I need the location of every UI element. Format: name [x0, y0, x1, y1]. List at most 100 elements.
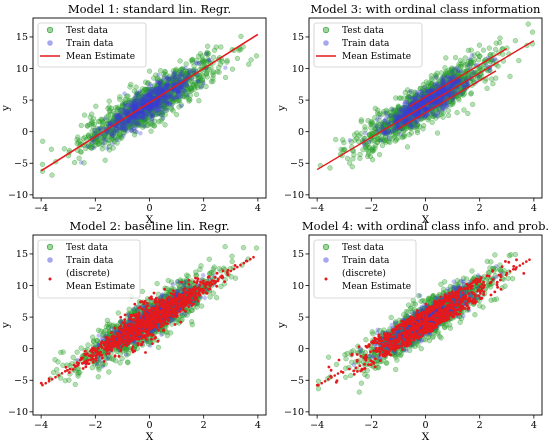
train-point — [441, 89, 446, 94]
test-point — [128, 125, 134, 131]
train-point — [117, 123, 122, 128]
test-point — [155, 344, 162, 351]
test-point — [476, 42, 483, 48]
train-point — [117, 107, 123, 112]
train-point — [141, 108, 147, 113]
y-axis-label: y — [0, 105, 12, 112]
train-point — [431, 111, 436, 117]
train-point — [154, 101, 159, 107]
train-point — [119, 114, 124, 120]
test-point — [95, 374, 101, 380]
test-point — [167, 330, 174, 336]
test-point — [393, 95, 399, 101]
train-point — [404, 108, 409, 114]
test-point — [370, 120, 376, 126]
train-point — [156, 89, 161, 95]
train-point — [456, 77, 461, 83]
mean-estimate-band — [316, 40, 535, 171]
train-point — [466, 62, 471, 68]
train-point — [150, 91, 155, 96]
train-point — [140, 99, 145, 104]
train-point — [415, 110, 420, 116]
train-point — [140, 115, 145, 120]
train-point — [134, 99, 139, 104]
train-point — [430, 86, 435, 91]
train-point — [140, 97, 145, 102]
x-tick-label: −4 — [34, 203, 48, 214]
train-point — [386, 120, 391, 125]
test-point — [210, 269, 217, 275]
test-point — [198, 303, 205, 309]
train-point — [441, 87, 446, 92]
train-point — [132, 120, 137, 126]
train-point — [163, 84, 169, 89]
train-point — [406, 106, 411, 111]
train-point — [461, 84, 466, 90]
train-point — [419, 94, 424, 99]
test-point — [153, 72, 159, 78]
train-point — [421, 91, 426, 96]
train-point — [183, 65, 188, 71]
train-point — [161, 87, 166, 92]
test-point — [88, 145, 94, 151]
train-point — [154, 101, 160, 106]
train-point — [410, 105, 415, 111]
test-point — [71, 159, 78, 166]
test-point — [433, 107, 440, 114]
test-point — [92, 127, 98, 134]
train-point — [175, 95, 180, 100]
train-point — [129, 104, 135, 110]
train-point — [428, 96, 434, 101]
test-point — [102, 157, 108, 163]
test-point — [184, 272, 190, 278]
train-point — [449, 82, 455, 87]
train-point — [138, 97, 143, 103]
train-point — [414, 110, 420, 116]
test-point — [489, 76, 495, 82]
train-point — [165, 81, 170, 87]
train-point — [155, 107, 161, 113]
train-point — [128, 104, 134, 110]
train-point — [134, 115, 140, 120]
train-point — [123, 103, 128, 109]
test-point — [493, 40, 499, 46]
train-point — [402, 102, 407, 107]
legend-train-marker — [47, 40, 53, 46]
train-point — [142, 97, 148, 102]
train-point — [148, 82, 153, 87]
train-point — [439, 89, 445, 95]
test-point — [52, 357, 58, 363]
test-point — [211, 47, 218, 53]
test-point — [114, 140, 120, 146]
train-point — [116, 116, 121, 122]
train-point — [148, 89, 153, 94]
train-point — [435, 100, 440, 105]
test-point — [131, 132, 138, 138]
train-point — [156, 72, 161, 78]
train-point — [432, 92, 438, 98]
train-point — [442, 88, 447, 94]
test-point — [144, 80, 151, 87]
train-point — [450, 74, 455, 79]
test-point — [234, 55, 241, 62]
train-point — [174, 87, 179, 93]
train-point — [147, 91, 152, 97]
test-point — [362, 124, 368, 130]
train-point — [140, 111, 146, 117]
train-point — [419, 100, 424, 106]
train-point — [170, 88, 175, 94]
train-point — [116, 126, 122, 131]
test-point — [442, 65, 448, 71]
test-point — [116, 134, 122, 140]
train-point — [131, 114, 136, 119]
train-point — [476, 74, 481, 79]
train-point — [131, 104, 136, 109]
test-point — [126, 98, 133, 104]
train-point — [129, 127, 134, 132]
train-point — [130, 102, 135, 107]
train-point — [403, 99, 408, 105]
train-point — [176, 88, 181, 93]
mean-estimate-line — [40, 33, 259, 172]
test-point — [193, 91, 200, 98]
train-point — [175, 91, 180, 96]
